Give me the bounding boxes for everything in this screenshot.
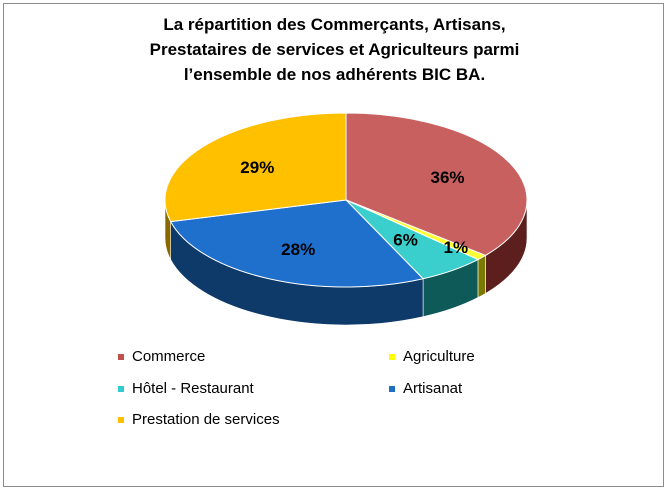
pie-side-agriculture	[477, 254, 486, 299]
chart-title: La répartition des Commerçants, Artisans…	[0, 12, 669, 87]
pie-slice-artisanat	[169, 199, 425, 288]
data-label-hotel-restaurant: 6%	[393, 230, 418, 249]
pie-top-faces	[164, 112, 528, 288]
pie-side-walls	[164, 199, 528, 326]
pie-data-labels: 36% 1% 6% 28% 29%	[240, 158, 468, 259]
data-label-commerce: 36%	[430, 168, 464, 187]
chart-title-line-2: Prestataires de services et Agriculteurs…	[149, 40, 520, 59]
pie-slice-commerce	[345, 112, 528, 257]
chart-title-line-1: La répartition des Commerçants, Artisans…	[163, 15, 506, 34]
pie-slice-prestation-de-services	[164, 112, 347, 223]
data-label-agriculture: 1%	[444, 238, 469, 257]
data-label-prestation-de-services: 29%	[240, 158, 274, 177]
chart-title-line-3: l’ensemble de nos adhérents BIC BA.	[183, 65, 486, 84]
data-label-artisanat: 28%	[281, 240, 315, 259]
